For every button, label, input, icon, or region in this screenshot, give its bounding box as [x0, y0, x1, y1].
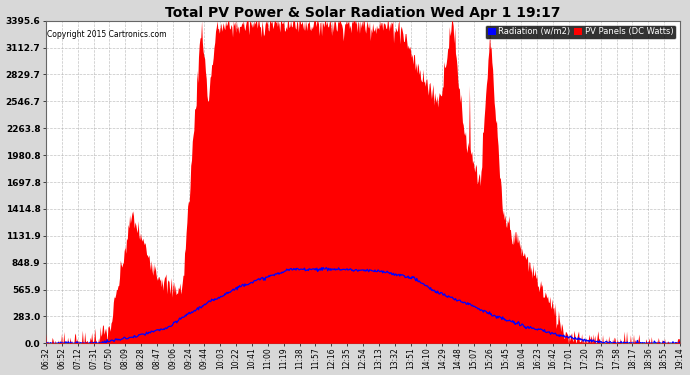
- Text: Copyright 2015 Cartronics.com: Copyright 2015 Cartronics.com: [47, 30, 167, 39]
- Legend: Radiation (w/m2), PV Panels (DC Watts): Radiation (w/m2), PV Panels (DC Watts): [485, 25, 676, 39]
- Title: Total PV Power & Solar Radiation Wed Apr 1 19:17: Total PV Power & Solar Radiation Wed Apr…: [165, 6, 561, 20]
